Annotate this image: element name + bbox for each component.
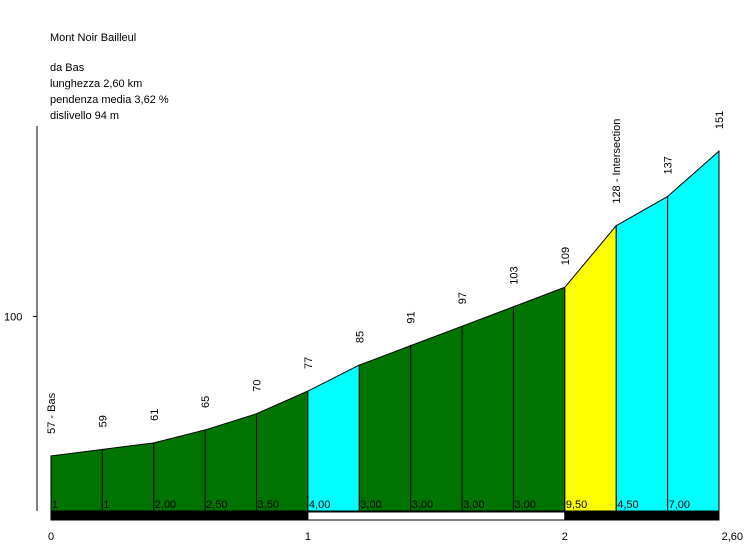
info-length: lunghezza 2,60 km xyxy=(50,78,143,90)
profile-areas xyxy=(50,149,720,512)
point-label-0: 57 - Bas xyxy=(46,392,58,433)
info-from: da Bas xyxy=(50,62,85,74)
segment-area-6 xyxy=(307,364,360,512)
segment-area-7 xyxy=(358,344,412,512)
point-label-11: 128 - Intersection xyxy=(611,119,623,204)
point-label-5: 77 xyxy=(303,357,315,369)
segment-area-8 xyxy=(410,325,463,512)
distance-bar-segment-0 xyxy=(50,511,309,521)
x-tick-label-0: 0 xyxy=(48,531,54,543)
point-label-10: 109 xyxy=(560,247,572,265)
point-label-8: 97 xyxy=(457,292,469,304)
segment-area-10 xyxy=(512,286,566,512)
segment-area-12 xyxy=(615,195,669,512)
chart-title: Mont Noir Bailleul xyxy=(50,32,137,44)
segment-area-2 xyxy=(101,442,155,512)
point-label-12: 137 xyxy=(663,156,675,174)
point-label-2: 61 xyxy=(149,409,161,421)
segment-gradient-label-8: 3,00 xyxy=(412,499,433,511)
distance-bar-segment-1 xyxy=(307,511,566,521)
point-label-1: 59 xyxy=(97,415,109,427)
point-label-7: 91 xyxy=(406,311,418,323)
segment-gradient-label-7: 3,00 xyxy=(360,499,381,511)
segment-gradient-label-12: 4,50 xyxy=(617,499,638,511)
segment-gradient-label-11: 9,50 xyxy=(566,499,587,511)
segment-gradient-label-13: 7,00 xyxy=(669,499,690,511)
segment-gradient-label-10: 3,00 xyxy=(514,499,535,511)
segment-area-1 xyxy=(50,448,103,512)
segment-area-11 xyxy=(564,224,617,512)
x-tick-label-2: 2 xyxy=(562,531,568,543)
distance-bar-segment-2 xyxy=(564,511,720,521)
segment-gradient-label-5: 3,50 xyxy=(258,499,279,511)
point-label-9: 103 xyxy=(508,266,520,284)
point-label-3: 65 xyxy=(200,396,212,408)
y-tick-label-0: 100 xyxy=(4,311,22,323)
info-elevation-gain: dislivello 94 m xyxy=(50,110,120,122)
segment-gradient-label-4: 2,50 xyxy=(206,499,227,511)
segment-gradient-label-3: 2,00 xyxy=(155,499,176,511)
segment-gradient-label-6: 4,00 xyxy=(309,499,330,511)
x-tick-label-1: 1 xyxy=(305,531,311,543)
point-label-13: 151 xyxy=(714,111,726,129)
segment-area-9 xyxy=(461,306,514,512)
labels: 1 1 2,00 2,50 3,50 4,00 3,00 3,00 3,00 3,00 9,50 4,… xyxy=(46,111,726,511)
x-tick-label-3: 2,60 xyxy=(722,531,743,543)
segment-gradient-label-2: 1 xyxy=(103,499,109,511)
point-label-4: 70 xyxy=(252,379,264,391)
info-avg-gradient: pendenza media 3,62 % xyxy=(50,94,169,106)
segment-gradient-label-1: 1 xyxy=(52,499,58,511)
segment-area-13 xyxy=(667,149,720,512)
segment-area-4 xyxy=(204,413,258,512)
point-label-6: 85 xyxy=(354,331,366,343)
axes: 100 0 1 2 2,60 xyxy=(4,126,743,543)
segment-gradient-label-9: 3,00 xyxy=(463,499,484,511)
segment-area-5 xyxy=(256,390,309,512)
